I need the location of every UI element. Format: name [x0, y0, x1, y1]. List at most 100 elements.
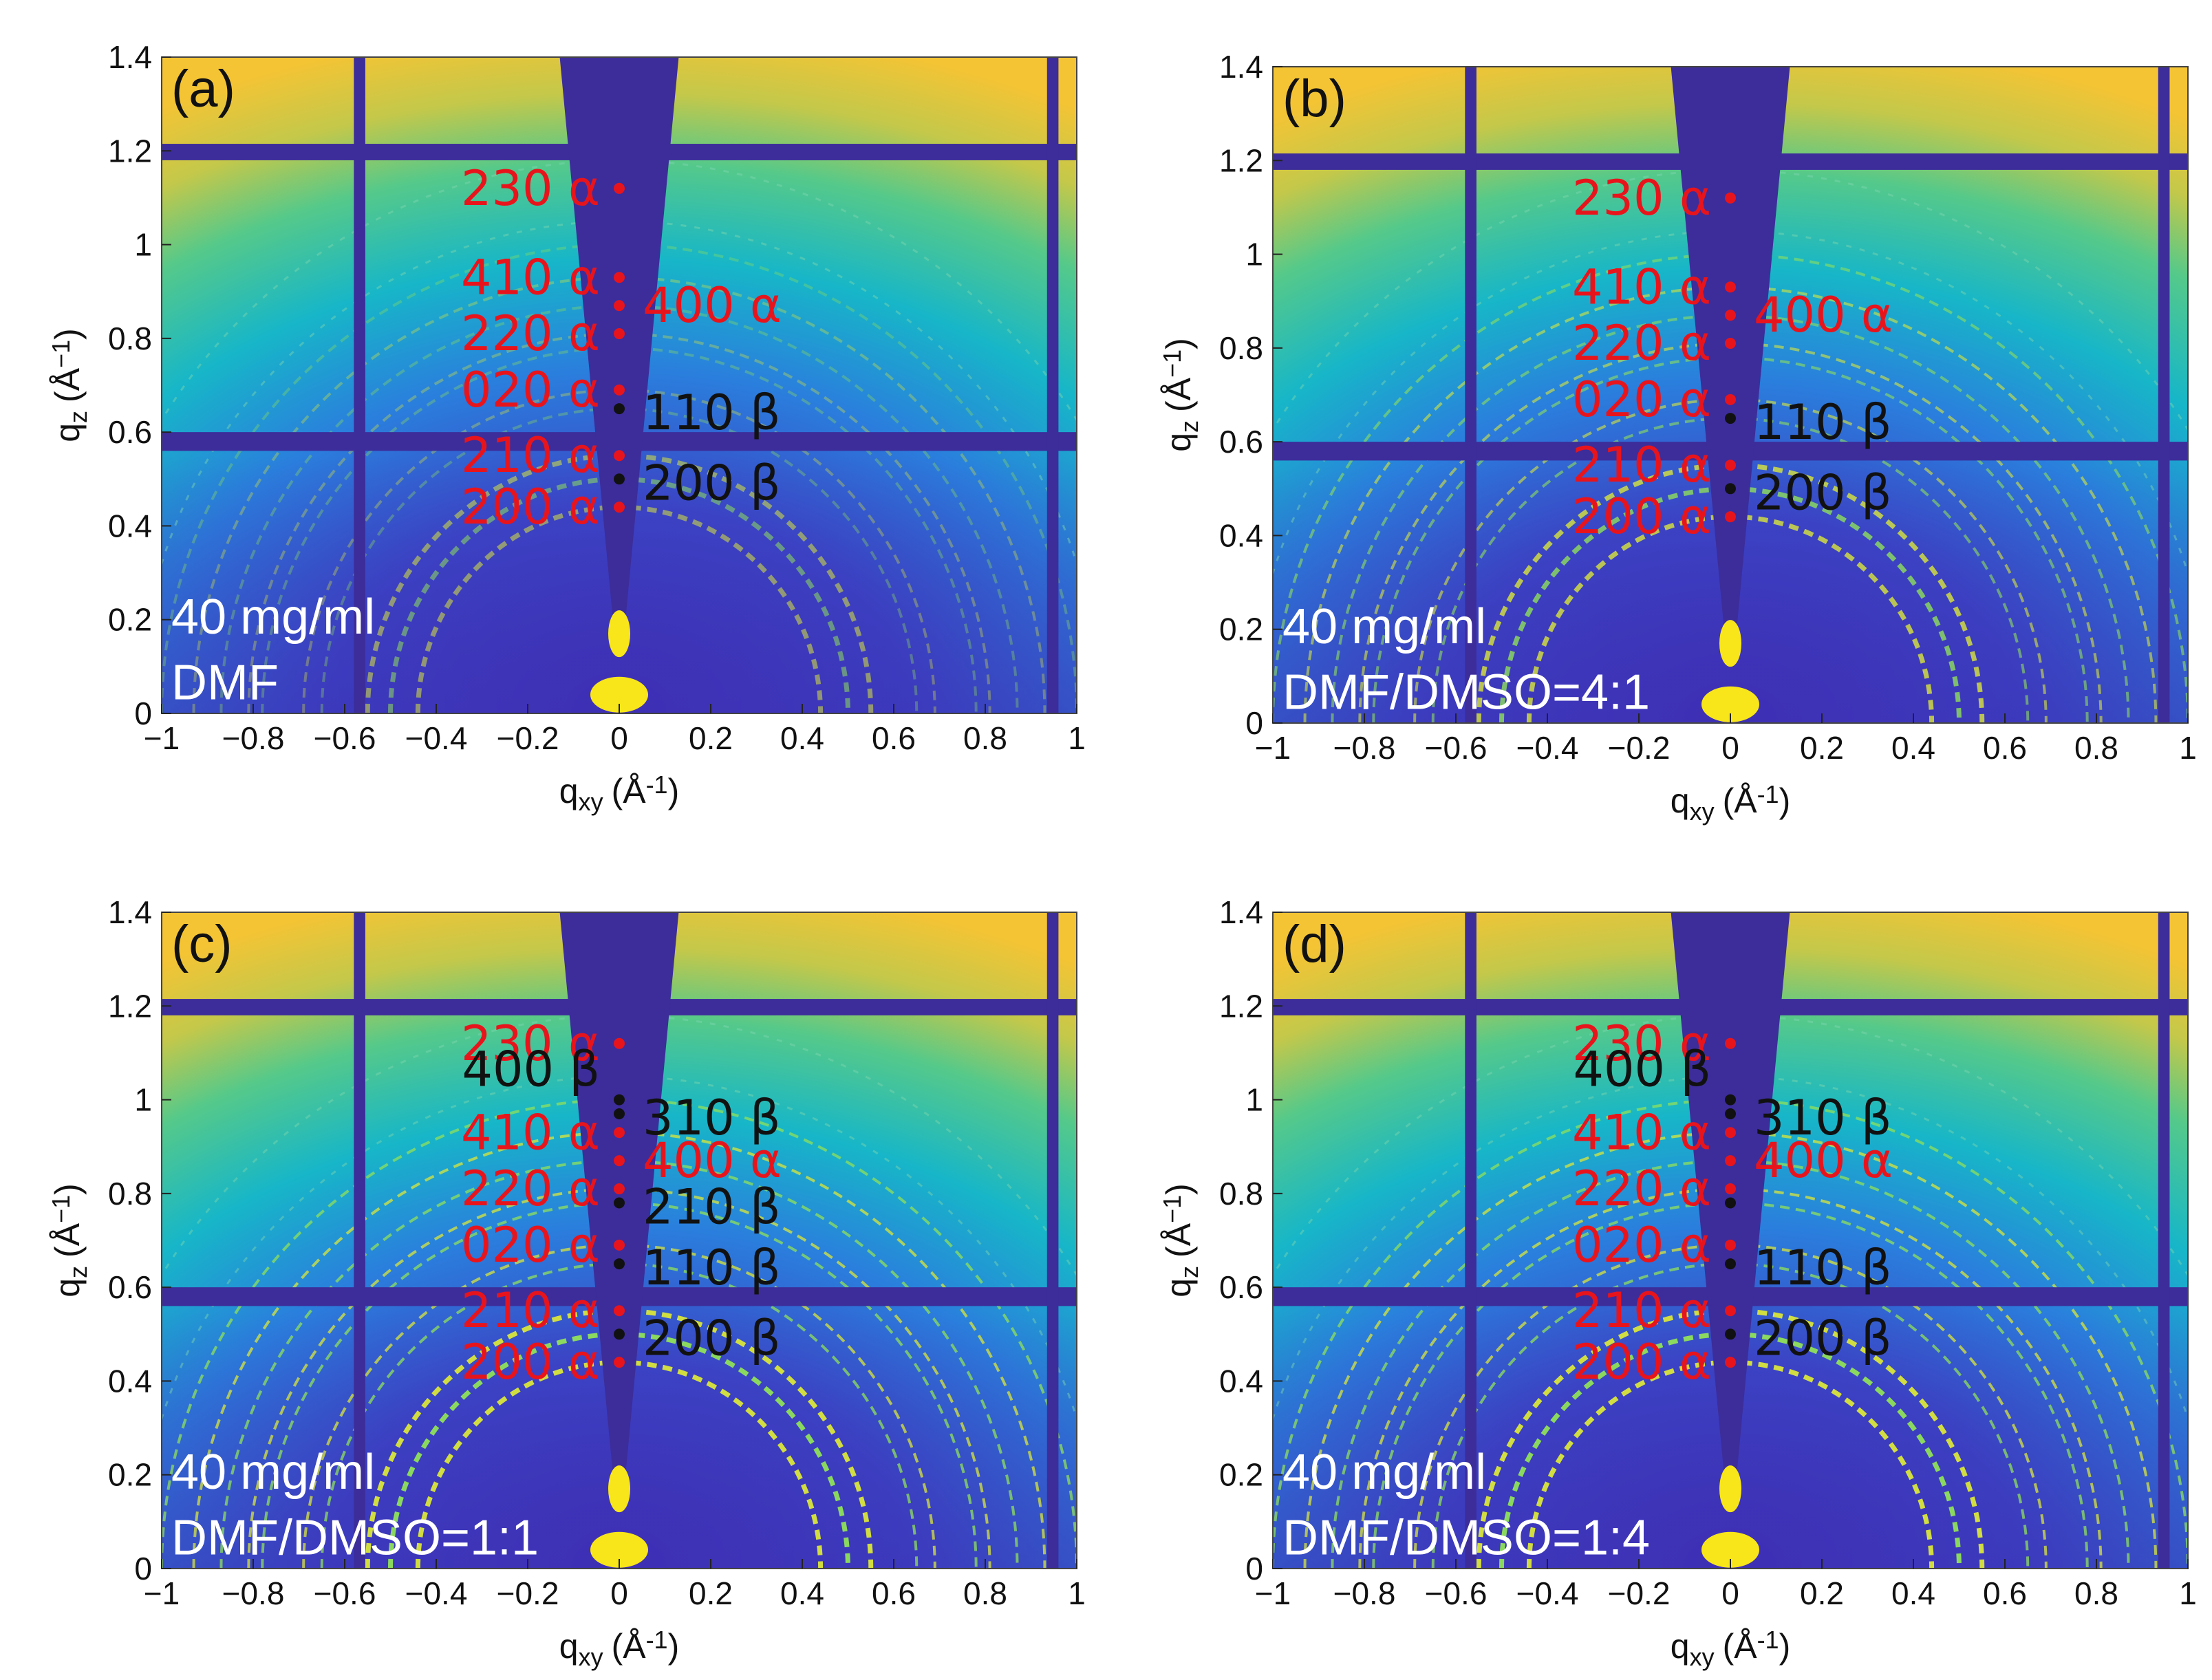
y-tick-label: 1: [134, 1082, 152, 1118]
x-axis-label-part: xy: [1690, 797, 1715, 826]
alpha-peak-label: 400 α: [643, 277, 782, 334]
beam-spot: [590, 676, 648, 713]
panel-c: −1 −0.8 −0.6 −0.4 −0.2 0 0.2 0.4 0.6 0.8 1 0 0.2 0.4 0…: [47, 894, 1086, 1671]
alpha-peak-label: 210 α: [461, 1282, 600, 1339]
panel-label: (d): [1282, 915, 1346, 973]
x-tick-label: 0.6: [1983, 1575, 2027, 1611]
beta-peak-marker: [1725, 1197, 1736, 1209]
alpha-peak-label: 020 α: [461, 362, 600, 418]
alpha-peak-marker: [1725, 1239, 1736, 1251]
diffraction-ring: [1372, 356, 2089, 723]
y-axis-label-part: −1: [1158, 1195, 1186, 1223]
alpha-peak-marker: [1725, 1183, 1736, 1195]
y-tick-label: 1.2: [108, 133, 152, 169]
y-axis-label: qz (Å−1): [47, 328, 92, 442]
specular-spot: [1719, 620, 1741, 667]
y-tick-label: 0: [134, 696, 152, 731]
alpha-peak-label: 210 α: [1572, 437, 1711, 493]
x-axis-label-part: ): [1779, 782, 1791, 820]
y-axis-label-part: −1: [1158, 349, 1186, 378]
y-tick-label: 0.2: [1219, 1457, 1263, 1493]
diffraction-ring: [1372, 1201, 2089, 1569]
detector-gap-vertical: [354, 912, 365, 1569]
beta-peak-label: 110 β: [643, 385, 781, 441]
x-tick-label: 1: [2179, 1575, 2197, 1611]
y-axis-label-part: q: [48, 423, 87, 442]
y-axis-label-part: (Å: [48, 367, 87, 402]
x-tick-label: 1: [2179, 730, 2197, 766]
x-axis-label-part: xy: [579, 1643, 603, 1671]
x-axis-label-part: ): [1779, 1627, 1791, 1666]
x-axis-label: qxy (Å-1): [1671, 780, 1790, 826]
beta-peak-label: 200 β: [643, 1310, 781, 1366]
alpha-peak-marker: [614, 1037, 625, 1049]
y-tick-label: 1.2: [108, 988, 152, 1024]
y-tick-label: 0.4: [1219, 1363, 1263, 1399]
alpha-peak-marker: [614, 1155, 625, 1167]
beta-peak-label: 110 β: [643, 1240, 781, 1296]
beta-peak-marker: [614, 473, 625, 485]
beta-peak-label: 110 β: [1754, 394, 1892, 451]
beta-peak-marker: [614, 1108, 625, 1120]
y-axis-label-part: q: [48, 1278, 87, 1297]
beam-spot: [590, 1531, 648, 1568]
beta-peak-marker: [1725, 1108, 1736, 1120]
beta-peak-marker: [614, 1258, 625, 1270]
beta-peak-label: 310 β: [1754, 1090, 1892, 1146]
alpha-peak-label: 200 α: [1572, 488, 1711, 545]
alpha-peak-marker: [1725, 338, 1736, 349]
beta-peak-marker: [1725, 1258, 1736, 1270]
specular-spot: [608, 610, 630, 658]
y-axis-label-part: ): [1159, 1183, 1198, 1195]
x-tick-label: 0.4: [780, 1575, 824, 1611]
y-tick-label: 0.2: [1219, 612, 1263, 647]
x-axis-label-part: (Å: [1723, 782, 1758, 820]
y-tick-label: 0.2: [108, 602, 152, 638]
x-axis-label-part: (Å: [1723, 1627, 1758, 1666]
diffraction-ring: [162, 1098, 1077, 1569]
x-tick-label: −0.2: [1608, 1575, 1671, 1611]
sample-concentration: 40 mg/ml: [171, 590, 375, 645]
x-axis-label-part: (Å: [612, 772, 647, 810]
sample-concentration: 40 mg/ml: [171, 1445, 375, 1500]
x-axis-label: qxy (Å-1): [1671, 1626, 1790, 1671]
y-tick-label: 0.6: [108, 414, 152, 450]
alpha-peak-marker: [614, 502, 625, 513]
y-axis-label: qz (Å−1): [47, 1183, 92, 1297]
diffraction-ring: [1499, 1331, 1962, 1569]
y-tick-label: 0.8: [1219, 330, 1263, 366]
panel-label: (c): [171, 915, 233, 973]
y-axis-label-part: −1: [47, 340, 75, 368]
x-axis-label: qxy (Å-1): [559, 771, 679, 816]
detector-gap-vertical: [354, 57, 365, 713]
panel-d: −1 −0.8 −0.6 −0.4 −0.2 0 0.2 0.4 0.6 0.8 1 0 0.2 0.4 0…: [1158, 894, 2197, 1671]
diffraction-ring: [1273, 252, 2188, 723]
beta-peak-marker: [1725, 1094, 1736, 1106]
alpha-peak-marker: [1725, 310, 1736, 321]
x-tick-label: 0.2: [689, 1575, 733, 1611]
beta-peak-label: 210 β: [643, 1178, 781, 1235]
x-tick-label: 0.6: [872, 720, 916, 756]
y-tick-label: 0: [1245, 705, 1263, 741]
x-tick-label: −1: [144, 720, 180, 756]
sample-solvent: DMF/DMSO=1:4: [1282, 1511, 1650, 1566]
alpha-peak-label: 410 α: [461, 249, 600, 305]
panel-b: −1 −0.8 −0.6 −0.4 −0.2 0 0.2 0.4 0.6 0.8 1 0 0.2 0.4 0…: [1158, 49, 2197, 826]
x-tick-label: −0.6: [314, 720, 376, 756]
y-tick-label: 1.4: [108, 894, 152, 930]
alpha-peak-marker: [1725, 460, 1736, 471]
x-tick-label: 0.4: [780, 720, 824, 756]
missing-wedge: [559, 57, 679, 658]
x-tick-label: −0.8: [222, 720, 285, 756]
alpha-peak-label: 220 α: [461, 305, 600, 362]
y-axis-label-part: −1: [47, 1195, 75, 1223]
alpha-peak-label: 200 α: [1572, 1334, 1711, 1390]
beta-peak-label: 110 β: [1754, 1240, 1892, 1296]
y-tick-label: 1: [1245, 237, 1263, 272]
detector-gap-vertical: [2158, 912, 2170, 1569]
x-tick-label: −0.8: [1333, 1575, 1396, 1611]
sample-solvent: DMF/DMSO=1:1: [171, 1511, 539, 1566]
x-tick-label: −0.4: [1516, 730, 1579, 766]
alpha-peak-marker: [614, 1305, 625, 1317]
